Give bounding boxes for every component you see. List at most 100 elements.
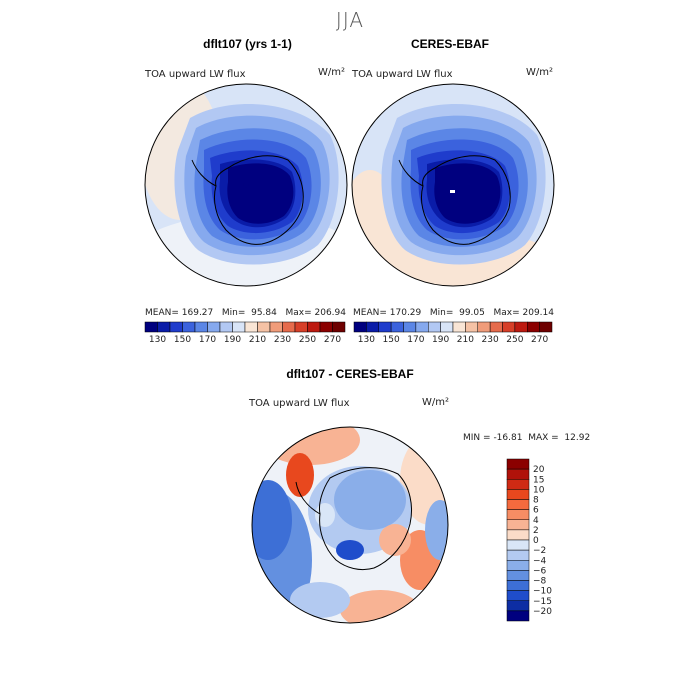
obs-colorbar-tick-label: 210: [457, 335, 474, 345]
model-colorbar-tick-label: 210: [249, 335, 266, 345]
obs-colorbar-swatch: [428, 321, 441, 333]
obs-polar-map: [352, 84, 554, 286]
season-title: JJA: [335, 8, 365, 32]
model-colorbar-swatch: [319, 321, 333, 333]
model-colorbar-swatch: [157, 321, 171, 333]
model-colorbar-swatch: [257, 321, 271, 333]
diff-colorbar-tick-label: −10: [533, 587, 552, 597]
model-colorbar-swatch: [219, 321, 233, 333]
diff-colorbar-swatch: [506, 580, 530, 591]
diff-colorbar-tick-label: 4: [533, 516, 539, 526]
obs-min-label: Min=: [429, 308, 454, 318]
obs-panel-title: CERES-EBAF: [410, 37, 489, 51]
model-colorbar-tick-label: 250: [299, 335, 316, 345]
diff-panel-title: dflt107 - CERES-EBAF: [286, 367, 414, 381]
obs-colorbar-swatch: [366, 321, 379, 333]
diff-colorbar-swatch: [506, 468, 530, 480]
obs-colorbar-swatch: [403, 321, 417, 333]
model-colorbar-swatch: [307, 321, 321, 333]
diff-colorbar-tick-label: 15: [533, 475, 544, 485]
obs-colorbar-swatch: [390, 321, 404, 333]
model-colorbar-swatch: [244, 321, 258, 333]
model-colorbar: 130 150 170 190 210 230 250 270: [144, 321, 346, 345]
model-polar-map: [145, 84, 347, 286]
obs-colorbar-tick-label: 150: [383, 335, 400, 345]
obs-stats: MEAN= 170.29 Min= 99.05 Max= 209.14: [353, 308, 554, 318]
diff-colorbar-swatch: [506, 509, 530, 520]
diff-colorbar-tick-label: −6: [533, 566, 547, 576]
model-colorbar-swatch: [282, 321, 296, 333]
obs-colorbar-swatch: [489, 321, 503, 333]
model-min-value: 95.84: [251, 308, 277, 318]
diff-colorbar-swatch: [506, 499, 530, 510]
diff-colorbar-swatch: [506, 529, 530, 541]
obs-colorbar-swatch: [465, 321, 478, 333]
model-colorbar-swatch: [332, 321, 346, 333]
diff-variable-label: TOA upward LW flux: [249, 398, 350, 409]
obs-colorbar-tick-label: 130: [358, 335, 375, 345]
model-colorbar-swatch: [294, 321, 308, 333]
model-panel-title: dflt107 (yrs 1-1): [203, 37, 292, 51]
model-map-border: [144, 83, 348, 287]
obs-colorbar-swatch: [502, 321, 516, 333]
model-colorbar-swatch: [269, 321, 283, 333]
diff-colorbar-tick-label: 0: [533, 536, 539, 546]
diff-colorbar-tick-label: −2: [533, 546, 546, 556]
obs-colorbar-swatch: [440, 321, 454, 333]
obs-colorbar-swatch: [514, 321, 528, 333]
diff-min-value: -16.81: [493, 433, 523, 443]
obs-variable-label: TOA upward LW flux: [352, 69, 453, 80]
obs-colorbar-swatch: [378, 321, 392, 333]
model-stats: MEAN= 169.27 Min= 95.84 Max= 206.94: [145, 308, 346, 318]
model-colorbar-tick-label: 190: [224, 335, 241, 345]
diff-map-border: [251, 426, 449, 624]
diff-polar-map: [252, 427, 448, 623]
diff-colorbar-tick-label: 10: [533, 485, 545, 495]
diff-colorbar-swatch: [506, 479, 530, 490]
diff-units-label: W/m²: [422, 397, 450, 408]
model-units-label: W/m²: [318, 67, 346, 78]
obs-colorbar-tick-label: 230: [482, 335, 499, 345]
model-colorbar-tick-label: 270: [324, 335, 341, 345]
obs-colorbar-swatch: [353, 321, 367, 333]
diff-colorbar-swatch: [506, 600, 530, 612]
obs-colorbar-tick-label: 190: [432, 335, 449, 345]
obs-colorbar-swatch: [452, 321, 466, 333]
diff-colorbar-swatch: [506, 610, 530, 622]
diff-colorbar-swatch: [506, 539, 530, 551]
obs-min-value: 99.05: [459, 308, 485, 318]
model-colorbar-tick-label: 170: [199, 335, 216, 345]
diff-min-label: MIN =: [463, 433, 491, 443]
diff-colorbar-swatch: [506, 560, 530, 571]
model-colorbar-swatch: [232, 321, 246, 333]
obs-colorbar-tick-label: 250: [506, 335, 523, 345]
model-colorbar-swatch: [182, 321, 196, 333]
model-min-label: Min=: [221, 308, 246, 318]
diff-colorbar-tick-label: −4: [533, 556, 547, 566]
model-max-value: 206.94: [314, 308, 347, 318]
obs-units-label: W/m²: [526, 67, 554, 78]
model-colorbar-swatch: [207, 321, 221, 333]
obs-colorbar-swatch: [527, 321, 540, 333]
obs-map-border: [351, 83, 555, 287]
obs-colorbar-tick-label: 270: [531, 335, 548, 345]
model-colorbar-swatch: [169, 321, 183, 333]
diff-colorbar-swatch: [506, 549, 530, 561]
obs-max-label: Max=: [493, 308, 520, 318]
diff-colorbar-swatch: [506, 489, 530, 500]
diff-colorbar-swatch: [506, 590, 530, 601]
obs-mean-label: MEAN=: [353, 308, 387, 318]
diff-colorbar-tick-label: 2: [533, 526, 539, 536]
model-colorbar-swatch: [144, 321, 158, 333]
diff-colorbar-tick-label: 8: [533, 496, 539, 506]
diff-colorbar-tick-label: 6: [533, 506, 539, 516]
obs-max-value: 209.14: [522, 308, 555, 318]
diff-colorbar-swatch: [506, 458, 530, 470]
obs-colorbar-tick-label: 170: [407, 335, 424, 345]
model-colorbar-tick-label: 150: [174, 335, 191, 345]
model-colorbar-swatch: [194, 321, 208, 333]
diff-colorbar-tick-label: −15: [533, 597, 552, 607]
diff-colorbar-tick-label: −20: [533, 607, 552, 617]
diff-stats: MIN = -16.81 MAX = 12.92: [463, 433, 590, 443]
